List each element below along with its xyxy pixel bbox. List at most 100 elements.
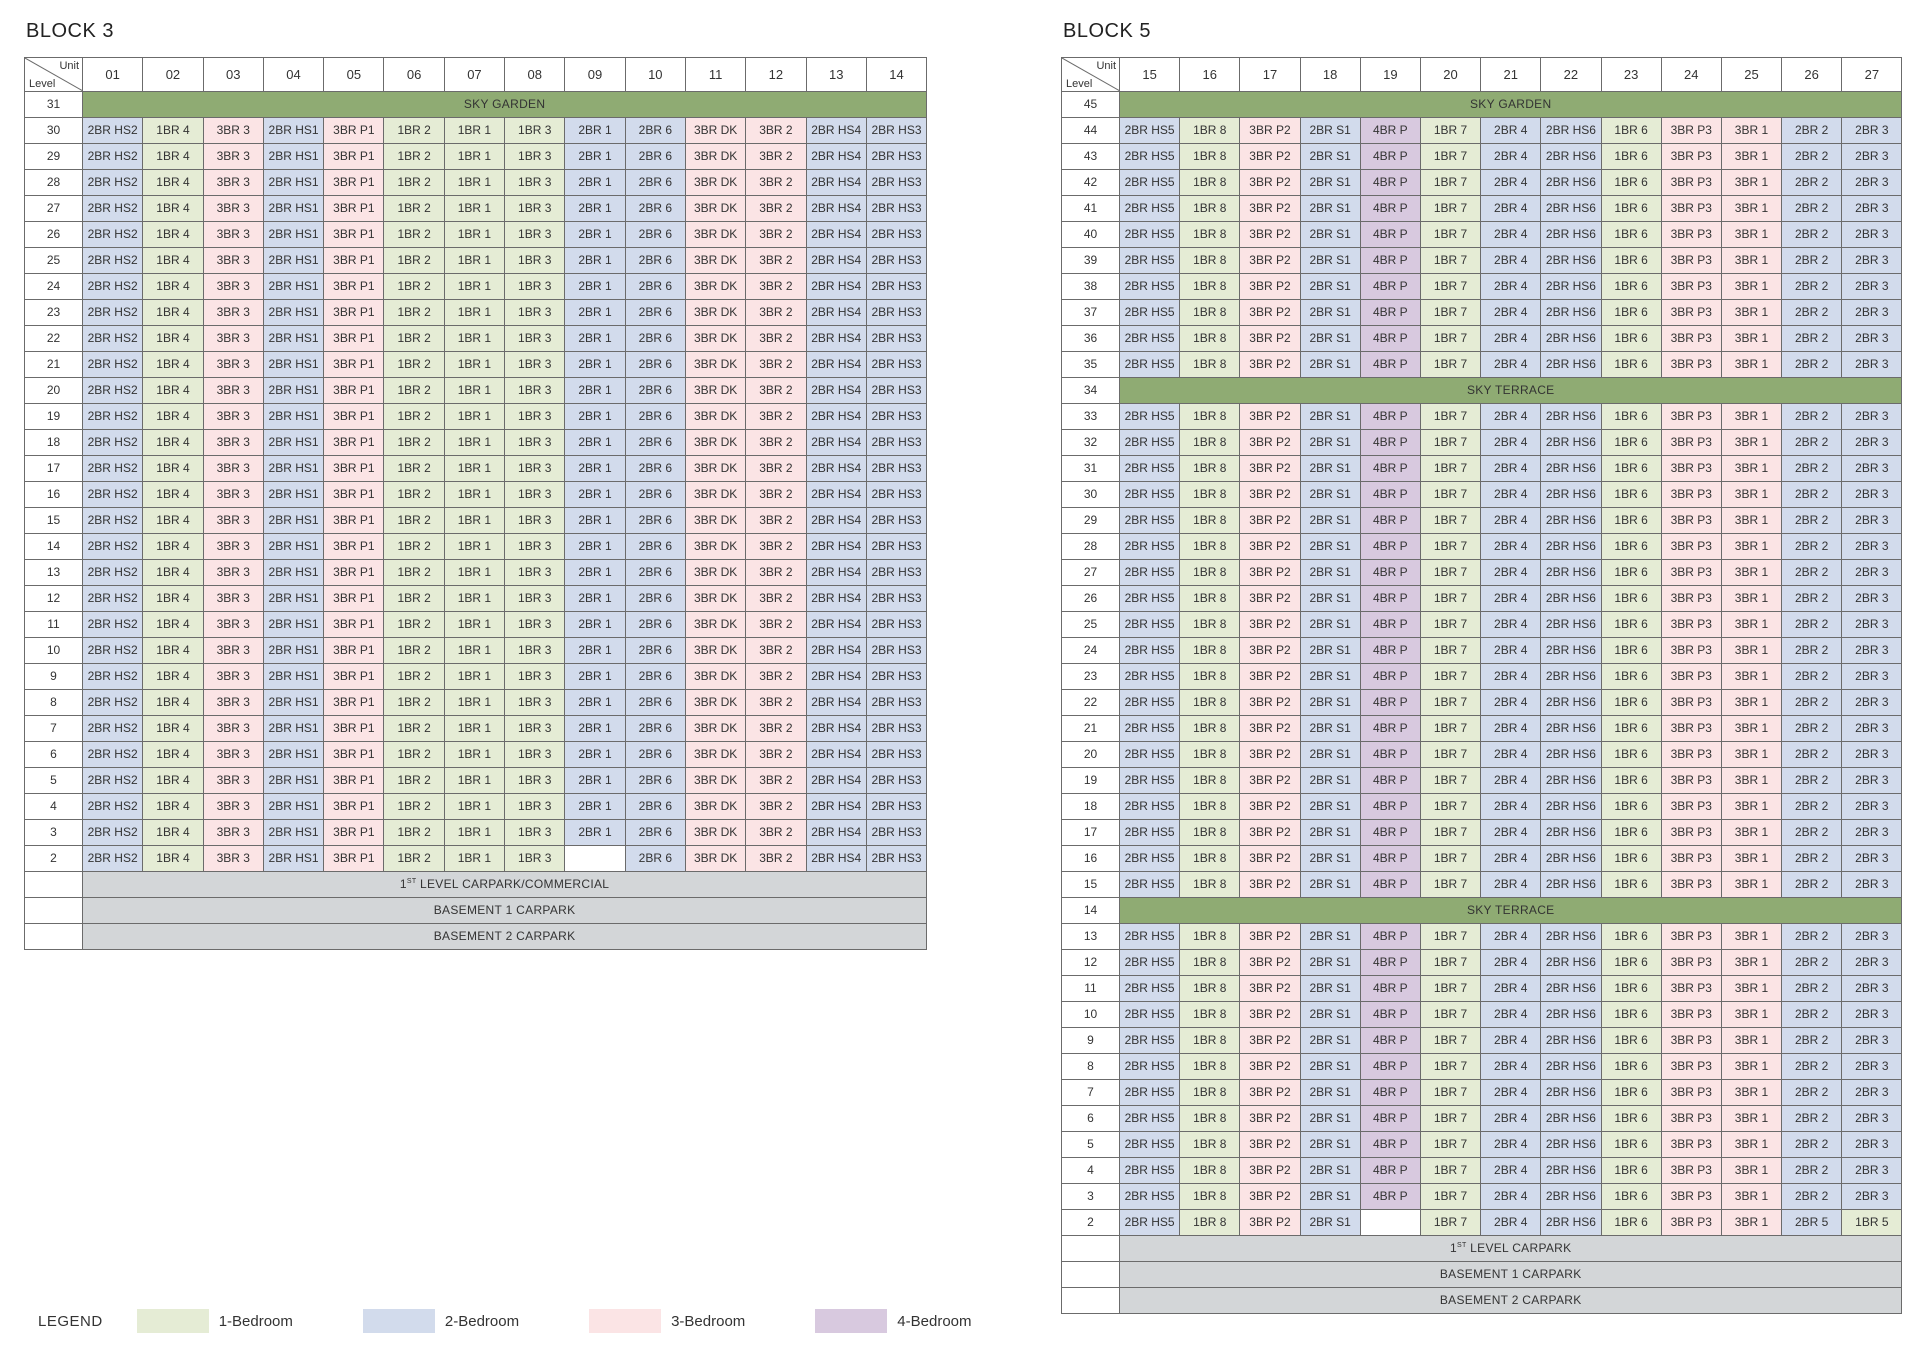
unit-cell: 2BR HS5 — [1118, 715, 1181, 742]
unit-cell: 3BR P1 — [323, 273, 385, 300]
unit-cell: 1BR 6 — [1600, 273, 1662, 300]
unit-cell: 2BR 6 — [624, 247, 686, 274]
unit-cell: 2BR 2 — [1781, 169, 1843, 196]
unit-cell: 3BR P3 — [1660, 195, 1722, 222]
unit-cell: 3BR 2 — [745, 767, 807, 794]
unit-cell: 3BR 2 — [745, 741, 807, 768]
unit-cell: 2BR 1 — [564, 767, 626, 794]
legend-swatch-3-bedroom — [589, 1309, 662, 1333]
unit-cell: 1BR 7 — [1419, 429, 1482, 456]
unit-cell: 1BR 2 — [383, 143, 445, 170]
unit-cell: 2BR HS3 — [865, 117, 928, 144]
floor-row: 12 2BR HS5 1BR 8 3BR P2 2BR S1 4BR P 1BR 7 2BR … — [1061, 949, 1903, 976]
unit-cell: 1BR 7 — [1419, 637, 1482, 664]
unit-cell: 3BR 2 — [745, 143, 807, 170]
unit-cell: 3BR P1 — [323, 637, 385, 664]
unit-cell: 2BR HS6 — [1540, 247, 1602, 274]
unit-cell: 2BR 1 — [564, 819, 626, 846]
level-label: 12 — [24, 585, 83, 612]
unit-cell: 3BR 2 — [745, 559, 807, 586]
floor-row: 5 2BR HS5 1BR 8 3BR P2 2BR S1 4BR P 1BR 7 2BR 4… — [1061, 1131, 1903, 1158]
level-label: 3 — [1061, 1183, 1120, 1210]
unit-cell: 1BR 2 — [383, 585, 445, 612]
unit-cell: 2BR HS5 — [1118, 949, 1181, 976]
level-label: 23 — [24, 299, 83, 326]
floor-row: 29 2BR HS5 1BR 8 3BR P2 2BR S1 4BR P 1BR 7 2BR … — [1061, 507, 1903, 534]
unit-cell: 2BR 1 — [564, 247, 626, 274]
unit-cell: 2BR S1 — [1299, 1131, 1361, 1158]
unit-cell: 3BR P1 — [323, 611, 385, 638]
unit-cell: 2BR HS1 — [262, 585, 325, 612]
unit-cell: 3BR P3 — [1660, 793, 1722, 820]
unit-cell: 3BR 2 — [745, 793, 807, 820]
unit-cell: 4BR P — [1359, 533, 1421, 560]
level-label: 27 — [24, 195, 83, 222]
unit-cell: 2BR 3 — [1841, 533, 1903, 560]
unit-cell: 3BR P2 — [1239, 507, 1301, 534]
unit-cell: 1BR 4 — [142, 221, 204, 248]
legend: LEGEND 1-Bedroom 2-Bedroom 3-Bedroom 4-B… — [38, 1308, 972, 1334]
unit-cell: 1BR 1 — [443, 325, 506, 352]
level-label: 29 — [1061, 507, 1120, 534]
unit-cell: 3BR P2 — [1239, 533, 1301, 560]
unit-cell: 3BR P2 — [1239, 1157, 1301, 1184]
level-label: 28 — [1061, 533, 1120, 560]
unit-cell: 3BR 1 — [1720, 1105, 1783, 1132]
unit-cell: 2BR HS6 — [1540, 1209, 1602, 1236]
sky-garden: SKY GARDEN — [81, 91, 928, 118]
unit-cell: 2BR 4 — [1480, 845, 1542, 872]
unit-cell: 1BR 3 — [504, 455, 566, 482]
unit-cell: 2BR 3 — [1841, 767, 1903, 794]
unit-cell: 2BR HS3 — [865, 169, 928, 196]
first-level-carpark: 1ST LEVEL CARPARK/COMMERCIAL — [81, 871, 928, 898]
unit-cell: 2BR 2 — [1781, 481, 1843, 508]
unit-cell: 2BR 3 — [1841, 585, 1903, 612]
unit-cell: 1BR 6 — [1600, 403, 1662, 430]
unit-cell: 1BR 1 — [443, 403, 506, 430]
unit-cell: 4BR P — [1359, 169, 1421, 196]
unit-cell: 1BR 7 — [1419, 559, 1482, 586]
sky-terrace-row: 14 SKY TERRACE — [1061, 897, 1903, 924]
unit-cell: 2BR HS6 — [1540, 637, 1602, 664]
unit-cell: 4BR P — [1359, 1027, 1421, 1054]
unit-cell: 3BR P2 — [1239, 299, 1301, 326]
unit-cell: 2BR 2 — [1781, 611, 1843, 638]
unit-cell: 3BR P3 — [1660, 689, 1722, 716]
level-label: 15 — [24, 507, 83, 534]
unit-cell: 1BR 8 — [1179, 923, 1241, 950]
unit-cell: 1BR 6 — [1600, 221, 1662, 248]
unit-header: 12 — [745, 57, 807, 92]
unit-cell: 1BR 1 — [443, 793, 506, 820]
level-label: 44 — [1061, 117, 1120, 144]
unit-cell: 2BR 2 — [1781, 195, 1843, 222]
unit-cell: 2BR HS5 — [1118, 975, 1181, 1002]
unit-cell: 2BR HS5 — [1118, 533, 1181, 560]
unit-cell: 2BR 6 — [624, 663, 686, 690]
header-row: Unit Level 15 16 17 18 19 20 21 22 23 24 25 26 27 — [1061, 57, 1903, 92]
unit-header: 02 — [142, 57, 204, 92]
unit-cell: 1BR 3 — [504, 403, 566, 430]
unit-cell: 1BR 8 — [1179, 845, 1241, 872]
unit-cell: 3BR 2 — [745, 845, 807, 872]
unit-cell: 2BR 4 — [1480, 429, 1542, 456]
level-label: 10 — [1061, 1001, 1120, 1028]
unit-cell: 3BR DK — [684, 429, 747, 456]
unit-cell: 1BR 8 — [1179, 689, 1241, 716]
unit-header: 14 — [865, 57, 928, 92]
unit-cell: 1BR 4 — [142, 403, 204, 430]
unit-cell: 3BR 1 — [1720, 559, 1783, 586]
spacer-cell — [1061, 1261, 1120, 1288]
floor-row: 4 2BR HS2 1BR 4 3BR 3 2BR HS1 3BR P1 1BR 2 1BR … — [24, 793, 928, 820]
unit-cell: 3BR 3 — [202, 351, 264, 378]
unit-cell: 2BR 6 — [624, 689, 686, 716]
unit-cell: 2BR S1 — [1299, 1053, 1361, 1080]
unit-cell: 3BR 1 — [1720, 195, 1783, 222]
level-label: 41 — [1061, 195, 1120, 222]
unit-cell: 2BR HS5 — [1118, 689, 1181, 716]
unit-cell: 3BR 1 — [1720, 1027, 1783, 1054]
unit-cell: 1BR 4 — [142, 273, 204, 300]
unit-cell: 3BR P3 — [1660, 507, 1722, 534]
floor-row: 2 2BR HS5 1BR 8 3BR P2 2BR S1 1BR 7 2BR 4 2BR H… — [1061, 1209, 1903, 1236]
unit-cell: 2BR HS2 — [81, 767, 144, 794]
unit-cell: 3BR P2 — [1239, 481, 1301, 508]
